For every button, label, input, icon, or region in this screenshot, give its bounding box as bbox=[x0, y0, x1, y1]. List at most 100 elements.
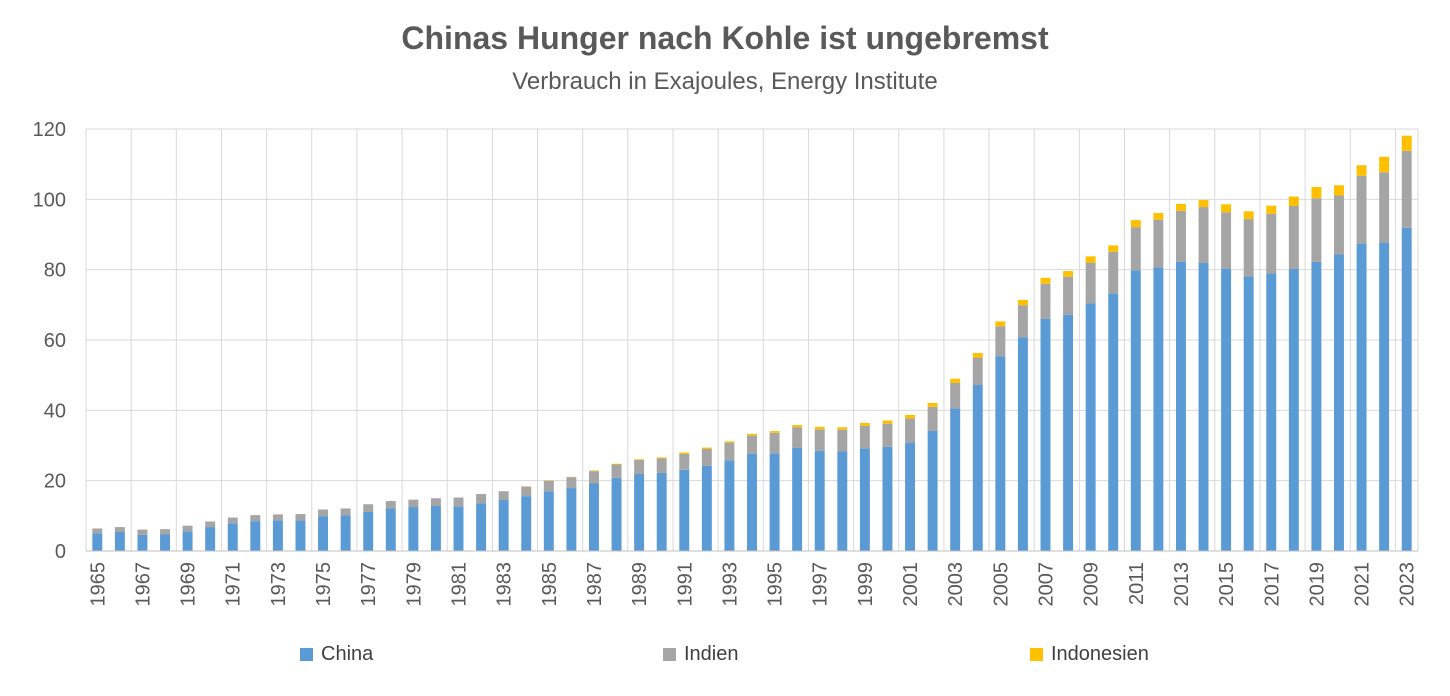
bar-china-2004 bbox=[972, 385, 983, 551]
bar-indonesien-1987 bbox=[588, 470, 599, 472]
bar-indonesien-2000 bbox=[882, 420, 893, 424]
bar-china-1969 bbox=[182, 531, 193, 551]
legend-label-indien: Indien bbox=[684, 642, 739, 665]
x-tick-label: 2019 bbox=[1306, 562, 1328, 607]
bar-indien-1983 bbox=[498, 491, 509, 501]
legend-item-indonesien: Indonesien bbox=[1030, 640, 1149, 668]
x-tick-label: 1965 bbox=[87, 562, 109, 607]
y-tick-label: 20 bbox=[44, 471, 66, 493]
bar-indonesien-1992 bbox=[701, 447, 712, 450]
bar-indonesien-1989 bbox=[634, 459, 645, 460]
bar-indien-1967 bbox=[137, 529, 148, 535]
bar-indonesien-2008 bbox=[1063, 271, 1074, 277]
bar-indien-2007 bbox=[1040, 283, 1051, 319]
bar-china-2009 bbox=[1085, 303, 1096, 551]
legend-item-china: China bbox=[300, 640, 373, 668]
bar-indien-2019 bbox=[1311, 198, 1322, 262]
bar-indonesien-2021 bbox=[1356, 165, 1367, 176]
bar-china-1981 bbox=[453, 506, 464, 551]
bar-china-1971 bbox=[227, 523, 238, 551]
bar-indonesien-2023 bbox=[1401, 135, 1412, 151]
x-tick-label: 1975 bbox=[313, 562, 335, 607]
bar-indonesien-2012 bbox=[1153, 213, 1164, 220]
bar-china-1989 bbox=[634, 473, 645, 551]
x-tick-label: 2005 bbox=[990, 562, 1012, 607]
bar-indien-1973 bbox=[272, 514, 283, 521]
bar-indien-1976 bbox=[340, 508, 351, 516]
bar-china-2022 bbox=[1379, 242, 1390, 552]
bar-china-2010 bbox=[1108, 293, 1119, 551]
bar-indien-2010 bbox=[1108, 251, 1119, 294]
bar-china-2014 bbox=[1198, 262, 1209, 551]
bar-china-1979 bbox=[408, 507, 419, 551]
x-tick-label: 2023 bbox=[1397, 562, 1419, 607]
bar-china-2023 bbox=[1401, 227, 1412, 551]
bar-china-2005 bbox=[995, 356, 1006, 551]
bar-indonesien-1998 bbox=[837, 427, 848, 430]
bar-indien-1971 bbox=[227, 517, 238, 524]
bar-indien-2020 bbox=[1334, 195, 1344, 255]
bar-china-1997 bbox=[814, 450, 825, 551]
x-tick-label: 2009 bbox=[1081, 562, 1103, 607]
y-tick-label: 60 bbox=[44, 330, 66, 352]
bar-indien-2009 bbox=[1085, 262, 1096, 304]
bar-indien-1982 bbox=[476, 494, 487, 504]
bar-indonesien-2019 bbox=[1311, 187, 1322, 199]
bar-china-2013 bbox=[1175, 261, 1186, 551]
bar-indonesien-2013 bbox=[1175, 203, 1186, 211]
bar-indien-1999 bbox=[859, 425, 870, 449]
y-tick-label: 40 bbox=[44, 400, 66, 422]
bar-indien-1988 bbox=[611, 464, 622, 478]
bar-indonesien-1997 bbox=[814, 426, 825, 430]
bar-china-1994 bbox=[747, 453, 757, 551]
x-tick-label: 1973 bbox=[268, 562, 290, 607]
bar-china-1987 bbox=[588, 483, 599, 551]
bar-china-1991 bbox=[679, 469, 690, 551]
bar-indien-1970 bbox=[205, 521, 216, 528]
bar-indien-1968 bbox=[160, 529, 170, 535]
x-tick-label: 1977 bbox=[358, 562, 380, 607]
bar-china-1966 bbox=[114, 532, 125, 551]
bar-china-2021 bbox=[1356, 243, 1367, 552]
bar-indien-1975 bbox=[318, 509, 329, 517]
bar-indien-2015 bbox=[1221, 212, 1232, 269]
chart-subtitle: Verbrauch in Exajoules, Energy Institute bbox=[512, 68, 938, 95]
bar-indien-2004 bbox=[972, 357, 983, 386]
bar-indonesien-2006 bbox=[1017, 299, 1028, 306]
bar-indien-2017 bbox=[1266, 213, 1277, 274]
x-tick-label: 1967 bbox=[132, 562, 154, 607]
bar-indonesien-1996 bbox=[792, 425, 803, 428]
bar-indien-1992 bbox=[701, 449, 712, 466]
x-tick-label: 2003 bbox=[945, 562, 967, 607]
bar-indien-2012 bbox=[1153, 219, 1164, 268]
x-tick-label: 1995 bbox=[765, 562, 787, 607]
bar-china-2015 bbox=[1221, 268, 1232, 551]
y-tick-label: 100 bbox=[33, 189, 66, 211]
bar-china-1977 bbox=[363, 511, 374, 551]
bar-china-1980 bbox=[430, 505, 441, 551]
x-tick-label: 2007 bbox=[1035, 562, 1057, 607]
bar-china-2016 bbox=[1243, 276, 1254, 551]
bar-indonesien-2015 bbox=[1221, 204, 1232, 213]
bar-china-2007 bbox=[1040, 318, 1051, 551]
bar-indonesien-2007 bbox=[1040, 277, 1051, 284]
bar-indien-1966 bbox=[114, 527, 125, 533]
bar-indonesien-1988 bbox=[611, 463, 622, 465]
bar-indonesien-2002 bbox=[927, 402, 938, 407]
bar-china-1968 bbox=[160, 534, 170, 551]
bar-indien-2011 bbox=[1130, 227, 1141, 271]
y-tick-label: 0 bbox=[55, 541, 66, 563]
bar-indonesien-2011 bbox=[1130, 220, 1141, 228]
bar-china-1996 bbox=[792, 447, 803, 551]
bar-indien-2016 bbox=[1243, 219, 1254, 277]
x-tick-label: 2013 bbox=[1171, 562, 1193, 607]
bar-indien-1985 bbox=[543, 480, 554, 492]
x-tick-label: 2021 bbox=[1352, 562, 1374, 607]
bar-china-1990 bbox=[656, 472, 667, 551]
bar-china-1970 bbox=[205, 527, 216, 551]
bar-indonesien-2004 bbox=[972, 353, 983, 358]
bar-indien-1981 bbox=[453, 497, 464, 507]
bar-china-2001 bbox=[905, 442, 916, 551]
bar-indien-2018 bbox=[1288, 206, 1299, 269]
bar-china-1973 bbox=[272, 520, 283, 551]
